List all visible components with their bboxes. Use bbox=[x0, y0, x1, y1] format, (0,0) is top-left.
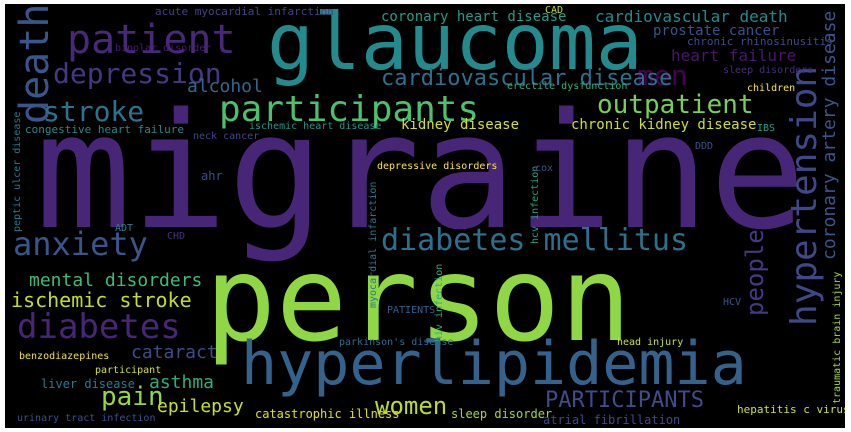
cloud-word: participant bbox=[95, 365, 162, 376]
cloud-word: atrial fibrillation bbox=[543, 413, 681, 427]
cloud-word: PATIENTS bbox=[387, 305, 436, 316]
cloud-word: diabetes bbox=[17, 307, 181, 347]
cloud-word: asthma bbox=[149, 372, 215, 393]
cloud-word: HCV bbox=[723, 297, 742, 308]
cloud-word: heart failure bbox=[671, 46, 797, 65]
cloud-word: cardiovascular death bbox=[595, 7, 788, 26]
cloud-word: depressive disorders bbox=[377, 161, 498, 172]
cloud-word: head injury bbox=[617, 337, 684, 348]
cloud-word: ischemic heart disease bbox=[249, 121, 382, 132]
cloud-word: person bbox=[205, 230, 632, 368]
cloud-word: acute myocardial infarction bbox=[155, 5, 334, 18]
cloud-word: chronic rhinosinusitis bbox=[687, 35, 833, 48]
cloud-word: traumatic brain injury bbox=[832, 271, 843, 404]
cloud-word: outpatient bbox=[597, 90, 754, 120]
cloud-word: liver disease bbox=[41, 377, 135, 391]
cloud-word: sleep disorders bbox=[723, 65, 814, 76]
cloud-word: cataract bbox=[131, 342, 218, 363]
cloud-word: DDD bbox=[695, 141, 714, 152]
cloud-word: hcv infection bbox=[530, 165, 541, 244]
cloud-word: children bbox=[747, 83, 796, 94]
cloud-word: hyperlipidemia bbox=[241, 329, 747, 399]
cloud-word: stroke bbox=[43, 95, 145, 128]
cloud-word: kidney disease bbox=[401, 117, 520, 133]
cloud-word: hypertension bbox=[784, 65, 825, 326]
cloud-word: alcohol bbox=[187, 76, 263, 97]
cloud-word: depression bbox=[53, 57, 222, 90]
cloud-word: cox bbox=[535, 163, 554, 174]
cloud-word: participants bbox=[219, 89, 480, 130]
cloud-word: ADT bbox=[115, 223, 134, 234]
cloud-word: myocardial infarction bbox=[368, 181, 379, 308]
cloud-word: PARTICIPANTS bbox=[545, 388, 704, 413]
cloud-word: hiv infection bbox=[434, 263, 445, 342]
cloud-word: peptic ulcer disease bbox=[12, 111, 23, 232]
cloud-word: ahr bbox=[201, 169, 223, 183]
cloud-word: prostate cancer bbox=[653, 23, 780, 39]
cloud-word: IBS bbox=[757, 123, 776, 134]
cloud-word: benzodiazepines bbox=[19, 351, 110, 362]
cloud-word: bipolar disorder bbox=[115, 43, 212, 54]
cloud-word: CAD bbox=[545, 5, 564, 16]
cloud-word: parkinson's disease bbox=[339, 337, 454, 348]
cloud-word: mental disorders bbox=[29, 270, 203, 291]
cloud-word: coronary heart disease bbox=[381, 9, 567, 25]
cloud-word: epilepsy bbox=[157, 396, 244, 417]
cloud-word: hepatitis c virus bbox=[737, 403, 845, 416]
cloud-word: erectile dysfunction bbox=[507, 81, 628, 92]
cloud-word: glaucoma bbox=[267, 4, 643, 88]
cloud-word: coronary artery disease bbox=[819, 10, 840, 260]
cloud-word: CHD bbox=[167, 231, 186, 242]
cloud-word: catastrophic illness bbox=[255, 407, 400, 421]
cloud-word: chronic kidney disease bbox=[571, 117, 757, 133]
cloud-word: anxiety bbox=[13, 225, 148, 263]
cloud-word: men bbox=[637, 59, 688, 92]
cloud-word: neck cancer bbox=[193, 131, 260, 142]
cloud-word: cardiovascular disease bbox=[381, 66, 673, 91]
cloud-word: ischemic stroke bbox=[11, 288, 192, 312]
cloud-word: migraine bbox=[35, 78, 806, 265]
cloud-word: women bbox=[375, 392, 448, 420]
cloud-word: urinary tract infection bbox=[17, 413, 156, 424]
cloud-word: pain bbox=[101, 382, 164, 412]
cloud-word: sleep disorder bbox=[451, 407, 553, 421]
cloud-word: people bbox=[741, 229, 769, 316]
cloud-word: diabetes mellitus bbox=[381, 223, 689, 258]
word-cloud: migraine person glaucoma hyperlipidemia part… bbox=[5, 4, 845, 428]
cloud-word: congestive heart failure bbox=[25, 123, 184, 136]
cloud-word: patient bbox=[67, 17, 236, 63]
